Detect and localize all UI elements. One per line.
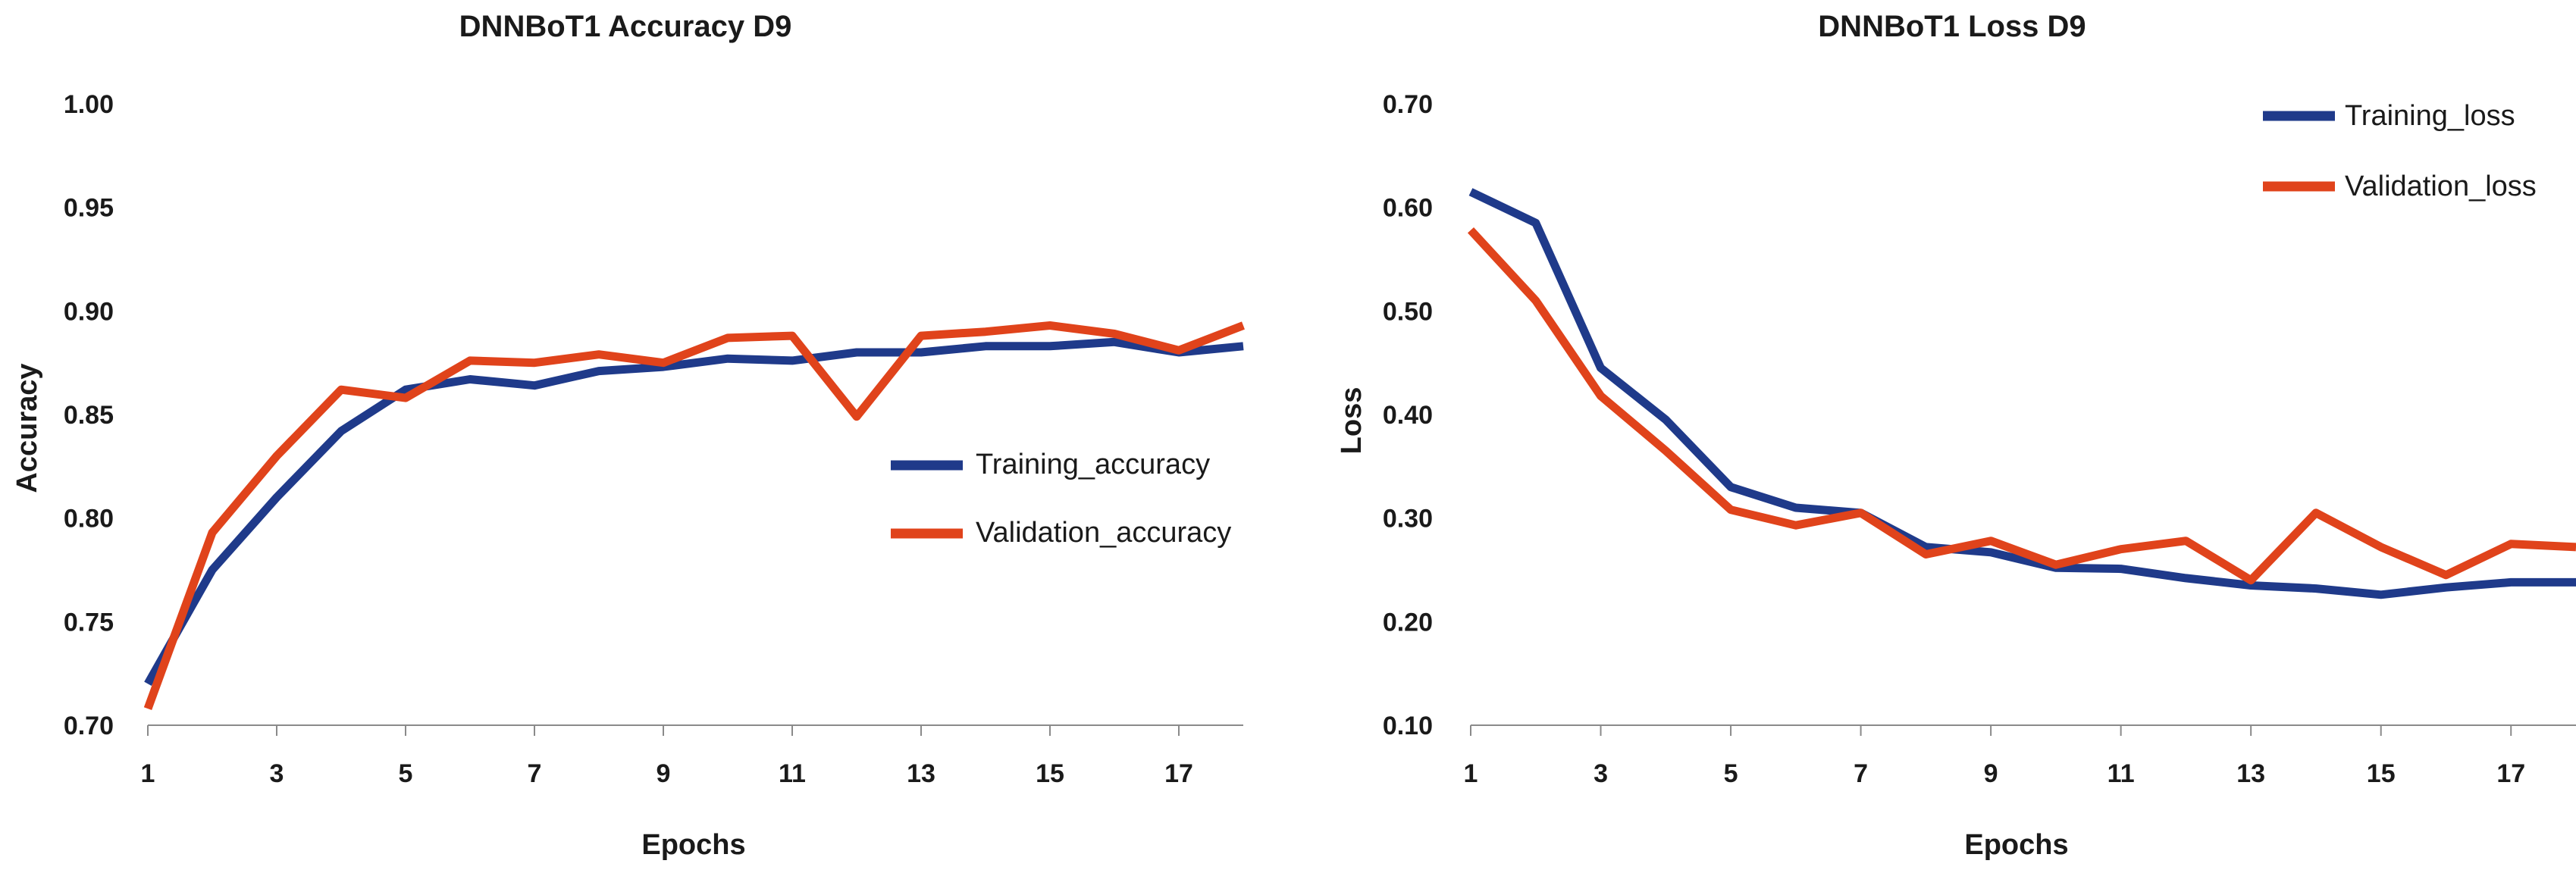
- accuracy-x-axis-label: Epochs: [641, 829, 745, 861]
- loss-x-tick-label: 15: [2367, 759, 2396, 788]
- loss-y-tick-label: 0.10: [1383, 712, 1433, 740]
- loss-legend: Training_loss Validation_loss: [2263, 100, 2537, 202]
- legend-label-validation-loss: Validation_loss: [2345, 171, 2537, 202]
- loss-y-axis-label: Loss: [1336, 387, 1368, 455]
- loss-x-tick-label: 11: [2107, 759, 2135, 788]
- accuracy-chart: DNNBoT1 Accuracy D9 Accuracy Epochs 0.70…: [11, 10, 1245, 861]
- loss-x-tick-label: 3: [1594, 759, 1608, 788]
- series-line-validation-loss: [1467, 227, 2576, 585]
- loss-x-tick-label: 7: [1854, 759, 1868, 788]
- series-line-training-loss: [1468, 188, 2576, 599]
- accuracy-x-tick-label: 13: [907, 759, 935, 788]
- accuracy-x-tick-label: 3: [270, 759, 284, 788]
- accuracy-y-tick-label: 0.80: [64, 505, 114, 534]
- accuracy-x-tick-label: 9: [657, 759, 671, 788]
- loss-series-lines: [1467, 188, 2576, 599]
- accuracy-series-lines: [143, 321, 1245, 710]
- loss-chart: DNNBoT1 Loss D9 Loss Epochs 0.10 0.20 0.30…: [1336, 10, 2576, 861]
- accuracy-x-tick-label: 5: [399, 759, 413, 788]
- loss-chart-title: DNNBoT1 Loss D9: [1818, 10, 2086, 43]
- accuracy-y-tick-label: 0.70: [64, 712, 114, 740]
- accuracy-x-tick-label: 7: [528, 759, 542, 788]
- loss-y-tick-label: 0.60: [1383, 194, 1433, 223]
- loss-x-tick-label: 13: [2236, 759, 2265, 788]
- accuracy-y-axis-label: Accuracy: [11, 363, 43, 493]
- loss-y-ticks: 0.10 0.20 0.30 0.40 0.50 0.60 0.70: [1383, 90, 1433, 740]
- accuracy-y-tick-label: 0.90: [64, 297, 114, 326]
- accuracy-x-tick-label: 17: [1164, 759, 1193, 788]
- loss-x-ticks: 1 3 5 7 9 11 13 15 17: [1464, 725, 2525, 788]
- accuracy-x-tick-label: 1: [141, 759, 155, 788]
- loss-x-tick-label: 1: [1464, 759, 1478, 788]
- legend-label-validation-accuracy: Validation_accuracy: [976, 517, 1231, 549]
- accuracy-x-ticks: 1 3 5 7 9 11 13 15 17: [141, 725, 1193, 788]
- series-line-validation-accuracy: [143, 321, 1245, 710]
- loss-y-tick-label: 0.30: [1383, 505, 1433, 534]
- loss-x-axis-label: Epochs: [1964, 829, 2068, 861]
- accuracy-y-tick-label: 0.85: [64, 401, 114, 430]
- accuracy-legend: Training_accuracy Validation_accuracy: [891, 449, 1231, 549]
- accuracy-y-ticks: 0.70 0.75 0.80 0.85 0.90 0.95 1.00: [64, 90, 114, 740]
- accuracy-y-tick-label: 1.00: [64, 90, 114, 119]
- loss-x-tick-label: 9: [1984, 759, 1998, 788]
- accuracy-chart-title: DNNBoT1 Accuracy D9: [459, 10, 792, 43]
- loss-y-tick-label: 0.70: [1383, 90, 1433, 119]
- accuracy-x-tick-label: 11: [779, 759, 806, 788]
- series-line-training-accuracy: [144, 337, 1244, 687]
- accuracy-x-tick-label: 15: [1036, 759, 1064, 788]
- loss-x-tick-label: 17: [2496, 759, 2525, 788]
- loss-y-tick-label: 0.50: [1383, 297, 1433, 326]
- accuracy-y-tick-label: 0.75: [64, 608, 114, 637]
- loss-y-tick-label: 0.40: [1383, 401, 1433, 430]
- legend-label-training-loss: Training_loss: [2345, 100, 2515, 132]
- legend-label-training-accuracy: Training_accuracy: [976, 449, 1210, 480]
- loss-x-tick-label: 5: [1724, 759, 1738, 788]
- accuracy-y-tick-label: 0.95: [64, 194, 114, 223]
- loss-y-tick-label: 0.20: [1383, 608, 1433, 637]
